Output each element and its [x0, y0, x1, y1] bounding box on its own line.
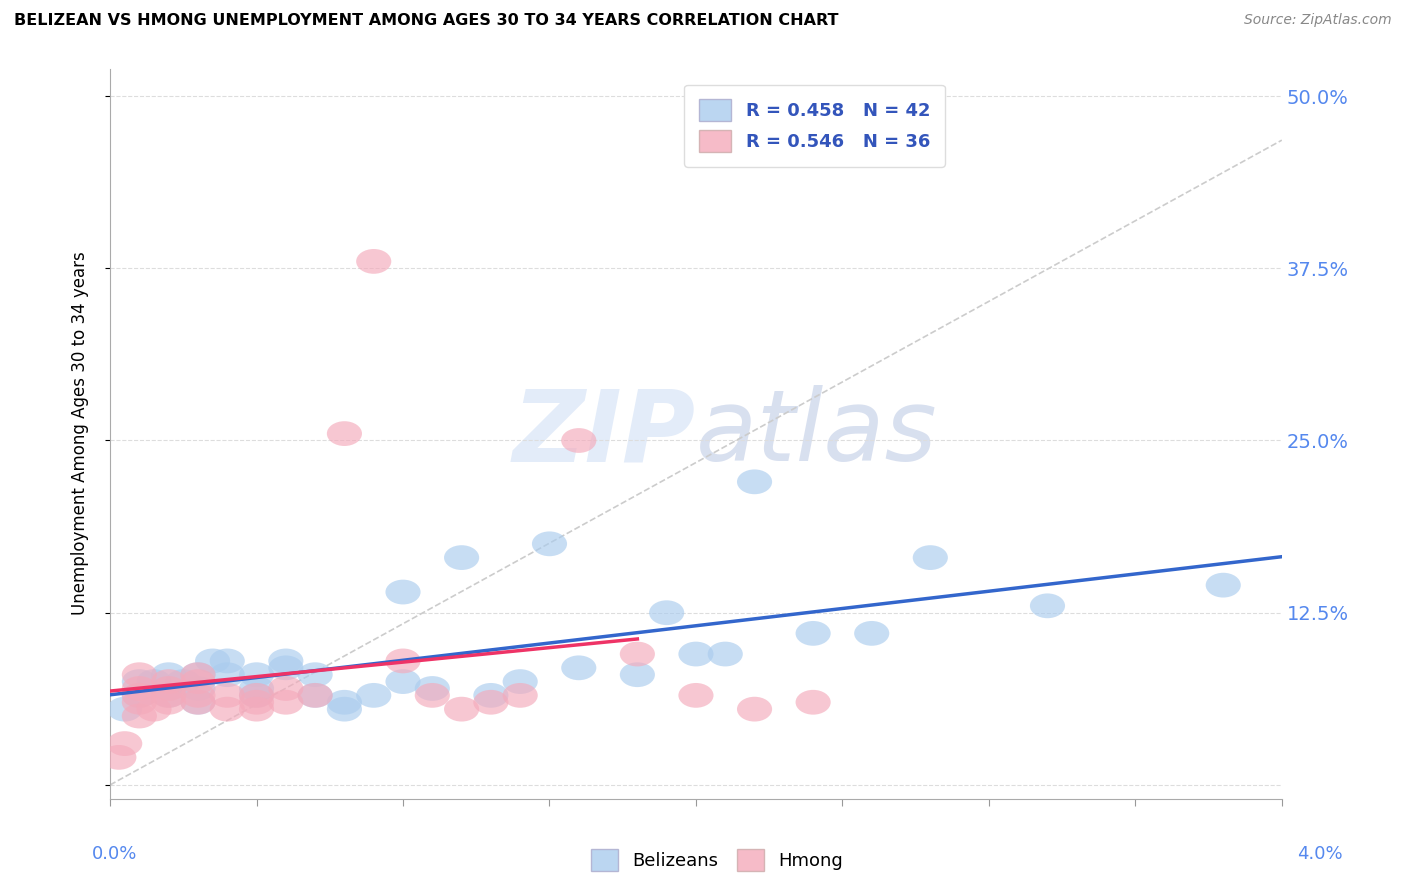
Ellipse shape	[269, 648, 304, 673]
Ellipse shape	[356, 249, 391, 274]
Ellipse shape	[385, 648, 420, 673]
Ellipse shape	[356, 683, 391, 707]
Ellipse shape	[209, 648, 245, 673]
Ellipse shape	[1031, 593, 1066, 618]
Ellipse shape	[122, 662, 157, 687]
Ellipse shape	[150, 676, 186, 701]
Ellipse shape	[326, 697, 361, 722]
Ellipse shape	[620, 641, 655, 666]
Ellipse shape	[385, 580, 420, 605]
Ellipse shape	[180, 676, 215, 701]
Ellipse shape	[101, 745, 136, 770]
Ellipse shape	[1206, 573, 1241, 598]
Ellipse shape	[107, 731, 142, 756]
Ellipse shape	[107, 697, 142, 722]
Ellipse shape	[737, 697, 772, 722]
Text: BELIZEAN VS HMONG UNEMPLOYMENT AMONG AGES 30 TO 34 YEARS CORRELATION CHART: BELIZEAN VS HMONG UNEMPLOYMENT AMONG AGE…	[14, 13, 838, 29]
Ellipse shape	[415, 676, 450, 701]
Ellipse shape	[650, 600, 685, 625]
Text: atlas: atlas	[696, 385, 938, 482]
Ellipse shape	[707, 641, 742, 666]
Ellipse shape	[180, 669, 215, 694]
Text: 0.0%: 0.0%	[91, 845, 136, 863]
Ellipse shape	[415, 683, 450, 707]
Ellipse shape	[474, 690, 509, 714]
Ellipse shape	[298, 662, 333, 687]
Ellipse shape	[269, 656, 304, 681]
Ellipse shape	[239, 683, 274, 707]
Ellipse shape	[298, 683, 333, 707]
Ellipse shape	[150, 662, 186, 687]
Ellipse shape	[326, 421, 361, 446]
Ellipse shape	[180, 690, 215, 714]
Ellipse shape	[136, 669, 172, 694]
Ellipse shape	[474, 683, 509, 707]
Text: Source: ZipAtlas.com: Source: ZipAtlas.com	[1244, 13, 1392, 28]
Ellipse shape	[678, 683, 713, 707]
Ellipse shape	[561, 428, 596, 453]
Ellipse shape	[180, 662, 215, 687]
Ellipse shape	[122, 690, 157, 714]
Y-axis label: Unemployment Among Ages 30 to 34 years: Unemployment Among Ages 30 to 34 years	[72, 252, 89, 615]
Ellipse shape	[180, 662, 215, 687]
Ellipse shape	[150, 669, 186, 694]
Ellipse shape	[298, 683, 333, 707]
Ellipse shape	[209, 697, 245, 722]
Legend: R = 0.458   N = 42, R = 0.546   N = 36: R = 0.458 N = 42, R = 0.546 N = 36	[685, 85, 945, 167]
Legend: Belizeans, Hmong: Belizeans, Hmong	[583, 842, 851, 879]
Ellipse shape	[239, 690, 274, 714]
Ellipse shape	[444, 545, 479, 570]
Ellipse shape	[737, 469, 772, 494]
Text: 4.0%: 4.0%	[1298, 845, 1343, 863]
Ellipse shape	[678, 641, 713, 666]
Ellipse shape	[796, 690, 831, 714]
Ellipse shape	[239, 676, 274, 701]
Ellipse shape	[444, 697, 479, 722]
Ellipse shape	[180, 690, 215, 714]
Ellipse shape	[796, 621, 831, 646]
Ellipse shape	[209, 683, 245, 707]
Ellipse shape	[150, 683, 186, 707]
Ellipse shape	[136, 697, 172, 722]
Text: ZIP: ZIP	[513, 385, 696, 482]
Ellipse shape	[502, 669, 537, 694]
Ellipse shape	[122, 683, 157, 707]
Ellipse shape	[239, 662, 274, 687]
Ellipse shape	[385, 669, 420, 694]
Ellipse shape	[853, 621, 889, 646]
Ellipse shape	[531, 532, 567, 557]
Ellipse shape	[620, 662, 655, 687]
Ellipse shape	[912, 545, 948, 570]
Ellipse shape	[239, 683, 274, 707]
Ellipse shape	[150, 676, 186, 701]
Ellipse shape	[209, 662, 245, 687]
Ellipse shape	[269, 690, 304, 714]
Ellipse shape	[326, 690, 361, 714]
Ellipse shape	[150, 690, 186, 714]
Ellipse shape	[561, 656, 596, 681]
Ellipse shape	[180, 683, 215, 707]
Ellipse shape	[122, 683, 157, 707]
Ellipse shape	[122, 676, 157, 701]
Ellipse shape	[269, 676, 304, 701]
Ellipse shape	[122, 704, 157, 729]
Ellipse shape	[195, 648, 231, 673]
Ellipse shape	[502, 683, 537, 707]
Ellipse shape	[122, 669, 157, 694]
Ellipse shape	[239, 697, 274, 722]
Ellipse shape	[150, 683, 186, 707]
Ellipse shape	[166, 669, 201, 694]
